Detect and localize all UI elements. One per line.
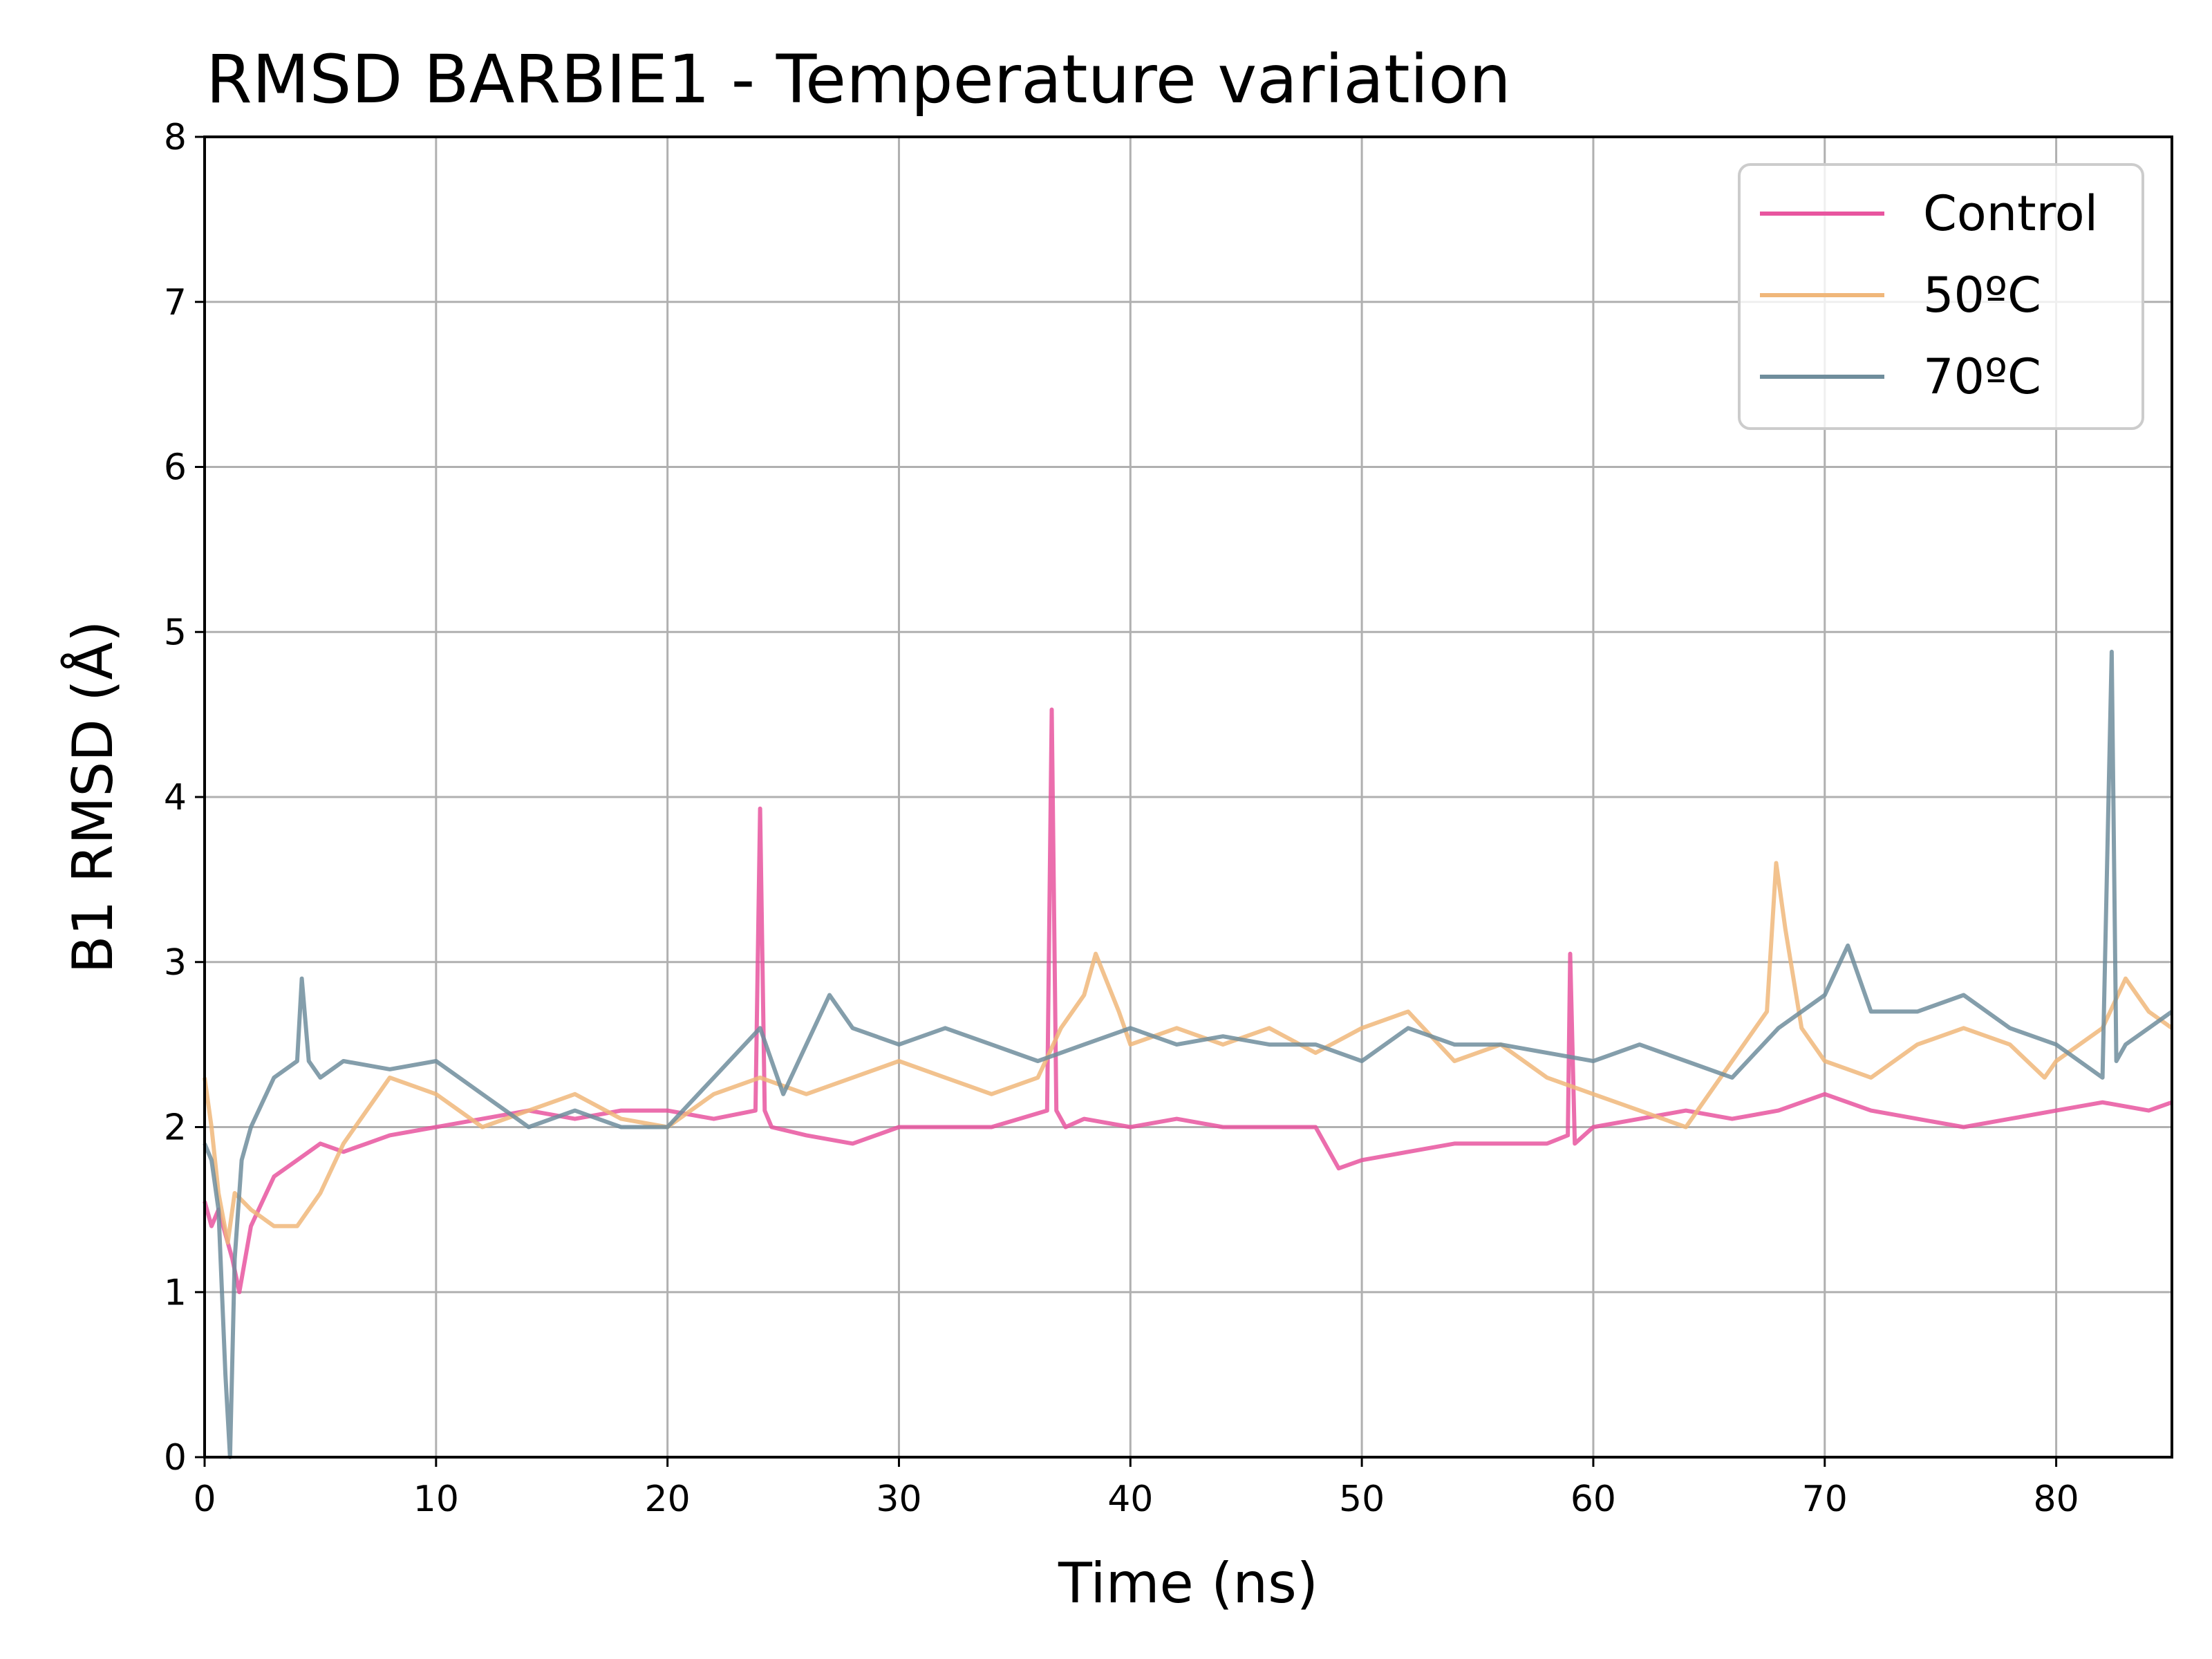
series-line-control [203,707,2173,1295]
x-tick-label: 10 [413,1479,459,1520]
y-axis-label: B1 RMSD (Å) [60,621,125,974]
series-line-70c [203,649,2173,1459]
x-tick-label: 40 [1107,1479,1153,1520]
x-tick-label: 60 [1571,1479,1616,1520]
y-tick-label: 5 [164,612,187,653]
x-tick-label: 70 [1802,1479,1848,1520]
legend-box [1738,163,2144,430]
y-tick-label: 4 [164,777,187,818]
y-tick-label: 2 [164,1107,187,1149]
x-tick-label: 80 [2034,1479,2079,1520]
legend-label-50c: 50ºC [1923,267,2041,324]
y-tick-label: 6 [164,447,187,489]
y-tick-label: 0 [164,1437,187,1479]
x-tick-label: 20 [645,1479,691,1520]
axis-ticks: 0 10 20 30 40 50 60 70 80 0 1 2 3 4 5 6 7 8 [164,117,2079,1520]
x-axis-label: Time (ns) [1058,1551,1318,1615]
legend-label-control: Control [1923,185,2098,242]
y-tick-label: 3 [164,942,187,984]
legend-label-70c: 70ºC [1923,348,2041,405]
x-tick-label: 30 [876,1479,921,1520]
y-tick-label: 7 [164,282,187,324]
series-line-50c [203,861,2173,1245]
x-tick-label: 0 [193,1479,216,1520]
series-layer [203,649,2173,1459]
legend: Control 50ºC 70ºC [1738,163,2144,430]
y-tick-label: 1 [164,1272,187,1313]
x-tick-label: 50 [1339,1479,1385,1520]
chart-title: RMSD BARBIE1 - Temperature variation [206,41,1511,118]
y-tick-label: 8 [164,117,187,158]
